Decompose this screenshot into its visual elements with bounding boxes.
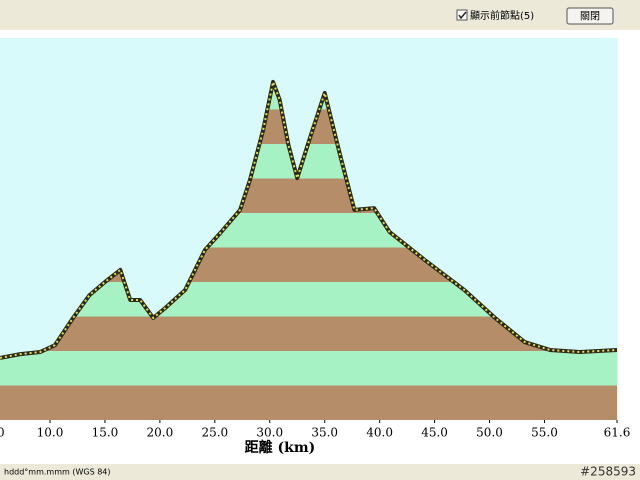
watermark: #258593 (580, 465, 636, 479)
track-points (0, 78, 618, 359)
x-tick-label: 45.0 (421, 426, 448, 440)
toolbar (0, 0, 640, 30)
close-button[interactable] (566, 7, 614, 25)
x-tick-label: 10.0 (37, 426, 64, 440)
x-tick-label: 30.0 (256, 426, 283, 440)
status-text: hddd°mm.mmm (WGS 84) (4, 468, 111, 477)
x-axis-title: 距離 (km) (245, 439, 316, 456)
side-panel (618, 38, 640, 420)
x-tick-label: 40.0 (366, 426, 393, 440)
status-bar (0, 464, 640, 480)
x-tick-label: 55.0 (531, 426, 558, 440)
axis-panel (0, 420, 640, 464)
x-tick-label: 35.0 (311, 426, 338, 440)
x-tick-label: 15.0 (92, 426, 119, 440)
x-tick-label: 20.0 (147, 426, 174, 440)
x-tick-label: 25.0 (201, 426, 228, 440)
checkmark (458, 11, 467, 20)
x-tick-label: 61.6 (604, 426, 631, 440)
x-tick-label: 50.0 (476, 426, 503, 440)
close-button-label[interactable]: 關閉 (580, 11, 600, 23)
x-tick-label: 5.0 (0, 426, 5, 440)
checkbox[interactable] (456, 9, 468, 21)
elevation-area (0, 81, 617, 421)
separator (0, 30, 640, 38)
checkbox-label[interactable]: 顯示前節點(5) (470, 9, 534, 22)
